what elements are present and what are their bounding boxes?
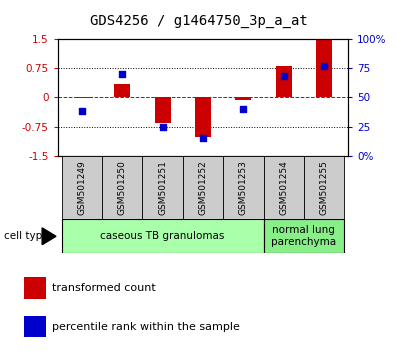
Text: GSM501254: GSM501254 [279,160,288,215]
Point [281,74,287,79]
Point [160,124,166,130]
Bar [62,156,102,219]
Text: cell type: cell type [4,231,49,241]
Bar [223,156,263,219]
Text: GSM501250: GSM501250 [118,160,127,215]
Text: GSM501255: GSM501255 [320,160,328,215]
Point [200,136,206,141]
Text: GSM501253: GSM501253 [239,160,248,215]
Text: percentile rank within the sample: percentile rank within the sample [52,322,240,332]
Bar [235,97,252,100]
Text: GSM501252: GSM501252 [199,160,207,215]
Bar [62,219,263,253]
Text: normal lung
parenchyma: normal lung parenchyma [271,225,336,247]
Bar [316,40,332,97]
Point [79,109,85,114]
Bar [24,316,46,337]
Point [321,63,327,69]
Text: GSM501249: GSM501249 [78,160,86,215]
Bar [183,156,223,219]
Bar [154,97,171,123]
Bar [24,277,46,298]
Bar [263,219,344,253]
Bar [74,97,90,98]
Bar [195,97,211,137]
Point [240,106,246,112]
Bar [102,156,142,219]
Bar [142,156,183,219]
Bar [304,156,344,219]
Polygon shape [42,228,56,245]
Text: caseous TB granulomas: caseous TB granulomas [100,231,225,241]
Text: GSM501251: GSM501251 [158,160,167,215]
Bar [276,66,292,97]
Bar [263,156,304,219]
Point [119,71,125,77]
Text: GDS4256 / g1464750_3p_a_at: GDS4256 / g1464750_3p_a_at [90,14,308,28]
Bar [114,84,131,97]
Text: transformed count: transformed count [52,283,156,293]
